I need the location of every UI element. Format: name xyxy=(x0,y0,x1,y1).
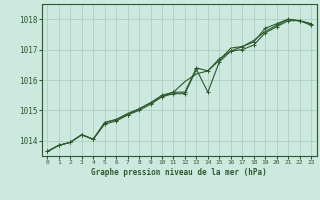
X-axis label: Graphe pression niveau de la mer (hPa): Graphe pression niveau de la mer (hPa) xyxy=(91,168,267,177)
